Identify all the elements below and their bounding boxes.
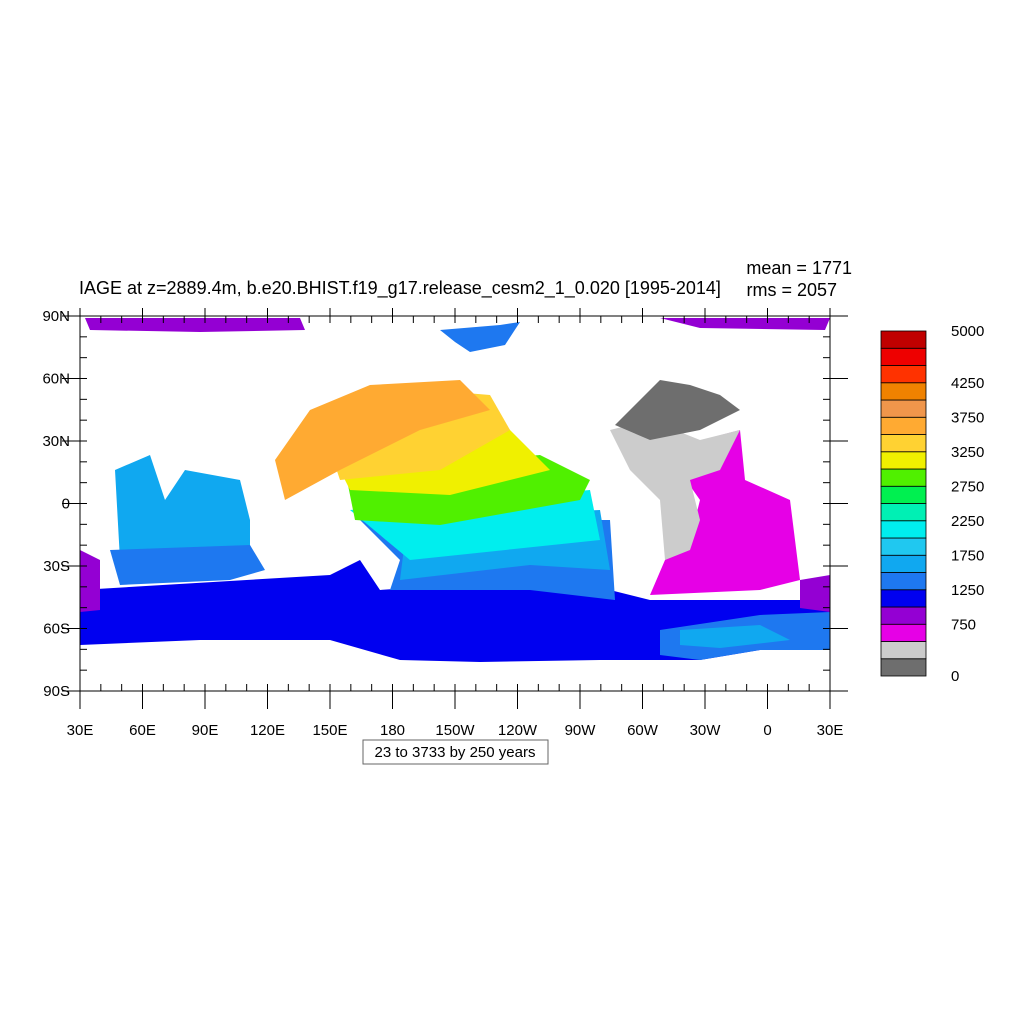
colorbar-box: [880, 399, 927, 418]
lon-label: 30W: [690, 722, 722, 739]
lat-label: 90N: [42, 308, 70, 325]
lon-label: 120E: [250, 722, 285, 739]
colorbar-label: 3250: [951, 444, 984, 461]
colorbar-box: [880, 330, 927, 349]
lon-label: 90W: [565, 722, 597, 739]
colorbar-label: 1250: [951, 582, 984, 599]
lat-label: 30S: [43, 558, 70, 575]
ocean-region: [660, 318, 830, 330]
title: IAGE at z=2889.4m, b.e20.BHIST.f19_g17.r…: [79, 278, 721, 299]
lon-label: 120W: [498, 722, 538, 739]
stat-rms: rms = 2057: [746, 280, 837, 300]
ocean-region: [680, 625, 790, 648]
lon-label: 30E: [67, 722, 94, 739]
lat-label: 90S: [43, 683, 70, 700]
stat-mean: mean = 1771: [746, 258, 852, 278]
lon-label: 0: [763, 722, 771, 739]
info-text: 23 to 3733 by 250 years: [375, 744, 536, 761]
colorbar-label: 4250: [951, 375, 984, 392]
lon-label: 30E: [817, 722, 844, 739]
colorbar-box: [880, 485, 927, 504]
colorbar-box: [880, 554, 927, 573]
colorbar-box: [880, 382, 927, 401]
colorbar-label: 1750: [951, 547, 984, 564]
colorbar-box: [880, 503, 927, 522]
colorbar-box: [880, 606, 927, 625]
colorbar-box: [880, 347, 927, 366]
colorbar-box: [880, 365, 927, 384]
lat-label: 30N: [42, 433, 70, 450]
colorbar-box: [880, 658, 927, 677]
ocean-region: [440, 322, 520, 352]
lon-label: 60E: [129, 722, 156, 739]
ocean-region: [800, 575, 830, 612]
map: [79, 315, 831, 692]
lon-label: 180: [380, 722, 405, 739]
ocean-region: [85, 318, 305, 332]
colorbar-box: [880, 451, 927, 470]
colorbar-label: 750: [951, 616, 976, 633]
colorbar-label: 2250: [951, 513, 984, 530]
colorbar-box: [880, 537, 927, 556]
colorbar-box: [880, 416, 927, 435]
lon-label: 150W: [435, 722, 475, 739]
ocean-region: [110, 545, 265, 585]
ocean-region: [115, 455, 250, 570]
lat-label: 60N: [42, 371, 70, 388]
ocean-region: [610, 420, 740, 560]
colorbar-label: 3750: [951, 409, 984, 426]
colorbar-box: [880, 572, 927, 591]
ocean-region: [80, 550, 100, 612]
colorbar-box: [880, 589, 927, 608]
colorbar-box: [880, 641, 927, 660]
info-box: [362, 739, 549, 765]
ocean-region: [80, 560, 830, 662]
colorbar-box: [880, 468, 927, 487]
lon-label: 90E: [192, 722, 219, 739]
colorbar-box: [880, 623, 927, 642]
colorbar-label: 2750: [951, 478, 984, 495]
lon-label: 60W: [627, 722, 659, 739]
ocean-region: [615, 380, 740, 440]
colorbar-label: 5000: [951, 323, 984, 340]
lat-label: 60S: [43, 621, 70, 638]
lon-label: 150E: [312, 722, 347, 739]
colorbar-label: 0: [951, 668, 959, 685]
colorbar-box: [880, 434, 927, 453]
colorbar-box: [880, 520, 927, 539]
ocean-region: [275, 380, 490, 500]
